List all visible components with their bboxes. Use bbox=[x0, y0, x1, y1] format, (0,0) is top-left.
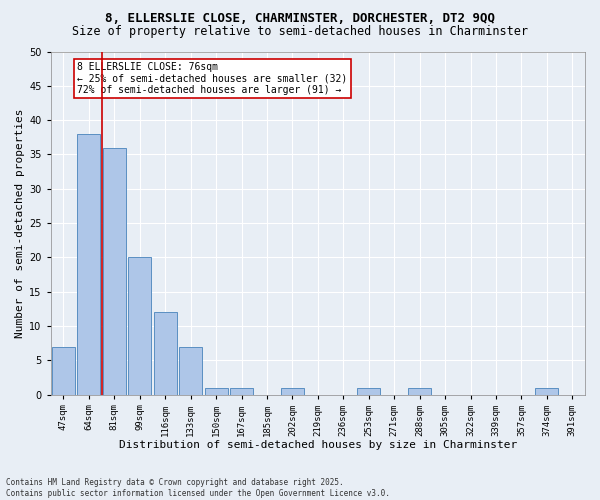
Text: 8 ELLERSLIE CLOSE: 76sqm
← 25% of semi-detached houses are smaller (32)
72% of s: 8 ELLERSLIE CLOSE: 76sqm ← 25% of semi-d… bbox=[77, 62, 347, 95]
Bar bbox=[535, 388, 558, 394]
Bar bbox=[52, 346, 75, 395]
Bar bbox=[205, 388, 227, 394]
Text: 8, ELLERSLIE CLOSE, CHARMINSTER, DORCHESTER, DT2 9QQ: 8, ELLERSLIE CLOSE, CHARMINSTER, DORCHES… bbox=[105, 12, 495, 26]
Bar bbox=[230, 388, 253, 394]
X-axis label: Distribution of semi-detached houses by size in Charminster: Distribution of semi-detached houses by … bbox=[119, 440, 517, 450]
Bar bbox=[281, 388, 304, 394]
Y-axis label: Number of semi-detached properties: Number of semi-detached properties bbox=[15, 108, 25, 338]
Bar bbox=[103, 148, 126, 394]
Bar bbox=[154, 312, 176, 394]
Bar bbox=[179, 346, 202, 395]
Text: Contains HM Land Registry data © Crown copyright and database right 2025.
Contai: Contains HM Land Registry data © Crown c… bbox=[6, 478, 390, 498]
Bar bbox=[128, 258, 151, 394]
Bar bbox=[77, 134, 100, 394]
Bar bbox=[408, 388, 431, 394]
Bar bbox=[357, 388, 380, 394]
Text: Size of property relative to semi-detached houses in Charminster: Size of property relative to semi-detach… bbox=[72, 25, 528, 38]
